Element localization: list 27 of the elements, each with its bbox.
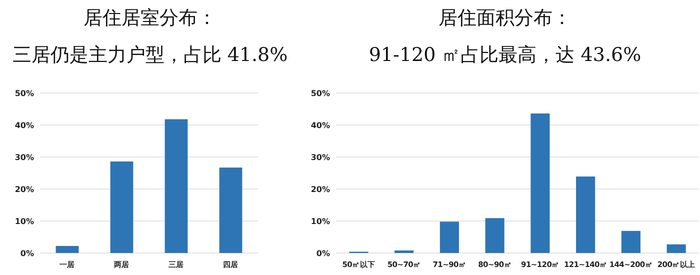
chart-subtitle: 三居仍是主力户型，占比 41.8% — [12, 44, 288, 66]
y-tick-label: 10% — [14, 217, 34, 226]
y-tick-label: 50% — [310, 89, 330, 98]
bar — [666, 244, 686, 253]
y-tick-label: 10% — [310, 217, 330, 226]
chart-subtitle: 91-120 ㎡占比最高，达 43.6% — [368, 44, 642, 66]
bar — [219, 168, 242, 253]
y-tick-label: 50% — [14, 89, 34, 98]
bar — [440, 222, 459, 253]
y-tick-label: 20% — [14, 185, 34, 194]
y-tick-label: 20% — [310, 185, 330, 194]
y-tick-label: 0% — [316, 249, 330, 258]
chart-title: 居住面积分布： — [438, 7, 572, 29]
bar — [530, 113, 550, 253]
bar — [394, 250, 414, 253]
bar — [485, 218, 504, 253]
y-tick-label: 30% — [14, 153, 34, 162]
bar — [56, 246, 79, 253]
y-tick-label: 0% — [20, 249, 34, 258]
chart-title: 居住居室分布： — [84, 7, 216, 29]
bar — [110, 161, 134, 253]
y-tick-label: 40% — [310, 121, 330, 130]
y-tick-label: 30% — [310, 153, 330, 162]
bar — [621, 230, 640, 253]
bar — [576, 176, 596, 253]
bar — [164, 119, 188, 253]
y-tick-label: 40% — [14, 121, 34, 130]
